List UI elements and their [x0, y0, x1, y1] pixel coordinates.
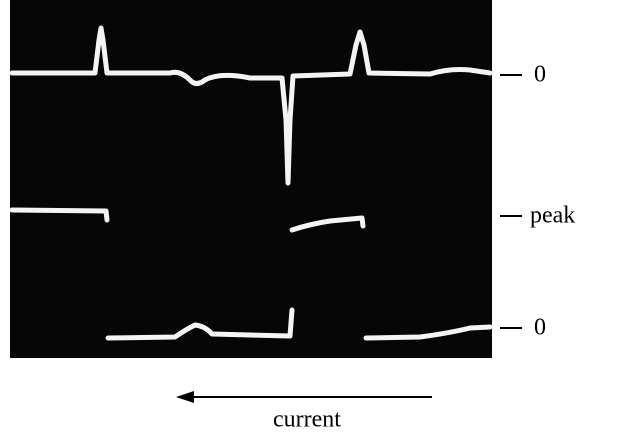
trace-lower-left [9, 207, 110, 223]
caption: current [273, 407, 341, 433]
trace-lower-middle [105, 307, 295, 341]
level-label: 0 [534, 62, 546, 88]
trace-lower-peak [289, 215, 366, 233]
level-label: 0 [534, 315, 546, 341]
oscilloscope-screen [10, 0, 492, 358]
level-label: peak [530, 203, 575, 229]
trace-lower-right [363, 324, 493, 341]
arrow-head [176, 391, 194, 403]
trace-top [9, 25, 493, 186]
